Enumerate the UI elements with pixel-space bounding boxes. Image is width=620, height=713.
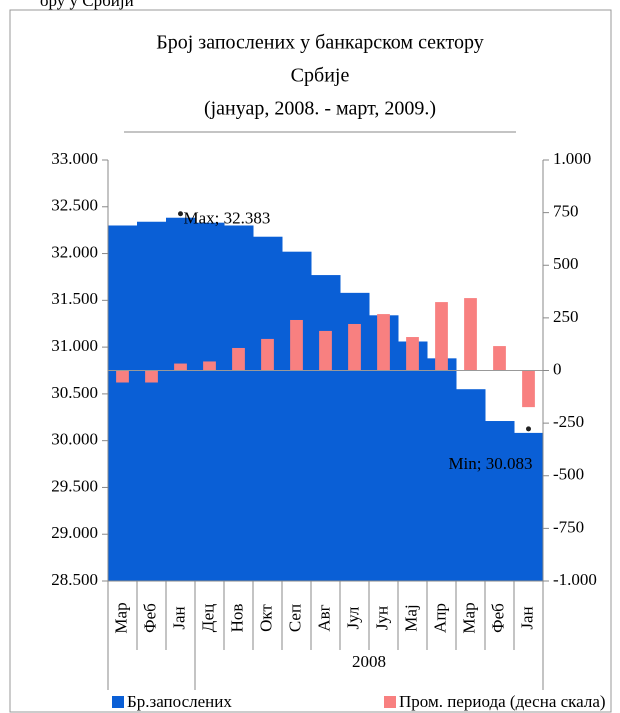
y2-tick-label: 750 <box>553 202 579 221</box>
x-tick-label: Дец <box>198 604 217 632</box>
y2-tick-label: -500 <box>553 465 584 484</box>
employee-bar <box>456 389 486 581</box>
change-bar <box>348 323 361 371</box>
header-fragment: ору у Србији <box>40 0 134 10</box>
employee-bar <box>166 217 196 582</box>
y2-tick-label: 500 <box>553 254 579 273</box>
chart-title: Број запослених у банкарском сектору <box>156 32 483 54</box>
x-tick-label: Апр <box>430 603 449 633</box>
change-bar <box>232 347 245 371</box>
change-bar <box>290 319 303 371</box>
change-bar <box>261 338 274 371</box>
legend-swatch <box>384 696 396 708</box>
legend-label: Пром. периода (десна скала) <box>399 692 606 711</box>
employee-bar <box>398 341 428 581</box>
y-tick-label: 33.000 <box>51 149 98 168</box>
x-tick-label: Феб <box>140 603 159 633</box>
y2-tick-label: -1.000 <box>553 570 597 589</box>
annotation-point <box>178 211 183 217</box>
employee-bar <box>195 222 225 581</box>
x-tick-label: Јул <box>343 606 362 629</box>
x-tick-label: Сеп <box>285 604 304 632</box>
y-tick-label: 31.500 <box>51 289 98 308</box>
legend-label: Бр.запослених <box>127 692 232 711</box>
y2-tick-label: -250 <box>553 412 584 431</box>
x-tick-label: Мај <box>401 604 420 631</box>
employee-bar <box>137 221 167 581</box>
annotation-label: Min; 30.083 <box>448 454 532 473</box>
y-tick-label: 31.000 <box>51 336 98 355</box>
chart-title: Србије <box>291 65 350 87</box>
chart-frame <box>9 9 612 713</box>
change-bar <box>435 302 448 371</box>
change-bar <box>464 298 477 371</box>
x-tick-label: Нов <box>227 604 246 633</box>
y-tick-label: 28.500 <box>51 570 98 589</box>
change-bar <box>174 363 187 371</box>
employee-bar <box>224 225 254 581</box>
y2-tick-label: 250 <box>553 307 579 326</box>
legend-swatch <box>112 696 124 708</box>
y2-tick-label: -750 <box>553 517 584 536</box>
annotation-label: Max; 32.383 <box>184 209 271 228</box>
x-tick-label: Јун <box>372 606 391 630</box>
employee-bar <box>427 358 457 581</box>
y-tick-label: 32.500 <box>51 196 98 215</box>
change-bar <box>406 337 419 371</box>
y2-tick-label: 1.000 <box>553 149 591 168</box>
x-tick-label: Окт <box>256 604 275 632</box>
change-bar <box>377 314 390 371</box>
x-tick-label: Феб <box>488 603 507 633</box>
change-bar <box>522 370 535 408</box>
change-bar <box>319 330 332 371</box>
employee-bar <box>108 225 138 581</box>
y2-tick-label: 0 <box>553 359 562 378</box>
employee-bar <box>311 275 341 581</box>
annotation-point <box>526 426 531 432</box>
x-tick-label: Авг <box>314 604 333 631</box>
chart-title: (јануар, 2008. - март, 2009.) <box>204 98 436 120</box>
y-tick-label: 30.500 <box>51 383 98 402</box>
employee-bar <box>253 236 283 581</box>
employee-bar <box>282 251 312 581</box>
x-tick-label: Јан <box>169 606 188 629</box>
y-tick-label: 29.500 <box>51 476 98 495</box>
change-bar <box>145 370 158 383</box>
y-tick-label: 30.000 <box>51 430 98 449</box>
group-label: 2008 <box>352 652 386 671</box>
x-tick-label: Јан <box>517 606 536 629</box>
x-tick-label: Мар <box>459 602 478 633</box>
change-bar <box>116 370 129 383</box>
change-bar <box>493 346 506 371</box>
y-tick-label: 32.000 <box>51 242 98 261</box>
x-tick-label: Мар <box>111 602 130 633</box>
y-tick-label: 29.000 <box>51 523 98 542</box>
change-bar <box>203 361 216 371</box>
employee-bar <box>485 421 515 581</box>
employee-bar <box>514 432 544 581</box>
